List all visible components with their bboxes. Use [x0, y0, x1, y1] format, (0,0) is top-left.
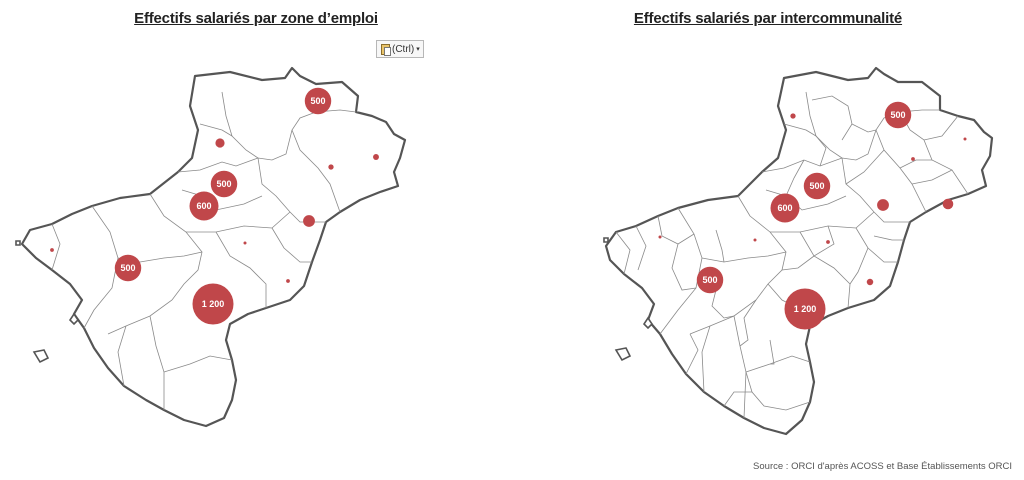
bubble-label: 1 200 [794, 304, 817, 314]
island [603, 237, 609, 243]
paste-options-label: (Ctrl) [392, 43, 415, 55]
chevron-down-icon: ▾ [416, 46, 420, 53]
map-canvas-employment-zones: 500 500 600 500 1 200 [15, 66, 407, 428]
island [15, 240, 21, 246]
bubble-label: 500 [120, 263, 135, 273]
employment-bubble [963, 137, 967, 141]
bubble-layer: 500 500 600 500 1 200 [658, 101, 967, 330]
bubble-label: 500 [890, 110, 905, 120]
clipboard-icon [380, 43, 391, 56]
employment-bubble [286, 279, 290, 283]
employment-bubble [114, 254, 142, 282]
bubble-label: 1 200 [202, 299, 225, 309]
island [614, 347, 632, 362]
bubble-label: 500 [310, 96, 325, 106]
employment-bubble [210, 170, 238, 198]
employment-bubble [770, 193, 800, 223]
employment-bubble [189, 191, 219, 221]
bubble-label: 600 [196, 201, 211, 211]
map-intercommunalities: Effectifs salariés par intercommunalité [512, 0, 1024, 460]
employment-bubble [884, 101, 912, 129]
employment-bubble [328, 164, 334, 170]
employment-bubble [942, 198, 954, 210]
map-canvas-intercommunalities: 500 500 600 500 1 200 [603, 66, 994, 436]
map-title-employment-zones: Effectifs salariés par zone d’emploi [134, 10, 378, 27]
employment-bubble [826, 240, 830, 244]
map-title-intercommunalities: Effectifs salariés par intercommunalité [633, 10, 903, 27]
employment-bubble [877, 199, 889, 211]
employment-bubble [866, 278, 874, 286]
island [32, 349, 50, 364]
employment-bubble [304, 87, 332, 115]
region-outline [20, 66, 407, 428]
employment-bubble [373, 154, 379, 160]
employment-bubble [192, 283, 234, 325]
employment-bubble [784, 288, 826, 330]
bubble-label: 500 [809, 181, 824, 191]
employment-bubble [790, 113, 796, 119]
employment-bubble [911, 157, 915, 161]
employment-bubble [803, 172, 831, 200]
employment-bubble [215, 138, 225, 148]
bubble-label: 500 [216, 179, 231, 189]
bubble-layer: 500 500 600 500 1 200 [50, 87, 379, 325]
employment-bubble [658, 235, 662, 239]
map-employment-zones: Effectifs salariés par zone d’emploi 500… [0, 0, 512, 460]
island [68, 312, 80, 326]
island [642, 316, 654, 330]
employment-bubble [696, 266, 724, 294]
bubble-label: 500 [702, 275, 717, 285]
employment-bubble [243, 241, 247, 245]
region-outline [604, 66, 994, 436]
source-note: Source : ORCI d'après ACOSS et Base Étab… [753, 461, 1012, 472]
employment-bubble [753, 238, 757, 242]
employment-bubble [50, 248, 54, 252]
employment-bubble [303, 215, 315, 227]
paste-options-button[interactable]: (Ctrl) ▾ [376, 40, 424, 58]
bubble-label: 600 [777, 203, 792, 213]
